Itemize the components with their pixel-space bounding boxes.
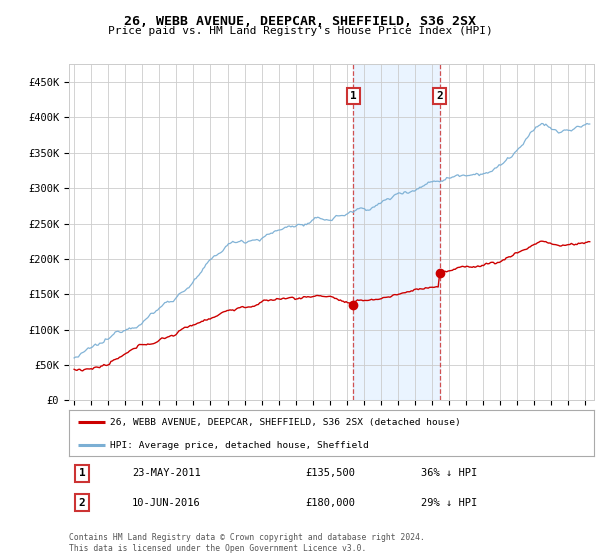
Text: 29% ↓ HPI: 29% ↓ HPI xyxy=(421,498,477,507)
Text: 2: 2 xyxy=(436,91,443,101)
Text: 36% ↓ HPI: 36% ↓ HPI xyxy=(421,468,477,478)
Bar xyxy=(353,64,440,400)
Text: Contains HM Land Registry data © Crown copyright and database right 2024.
This d: Contains HM Land Registry data © Crown c… xyxy=(69,533,425,553)
Text: 1: 1 xyxy=(79,468,86,478)
Text: 2: 2 xyxy=(79,498,86,507)
Text: 26, WEBB AVENUE, DEEPCAR, SHEFFIELD, S36 2SX: 26, WEBB AVENUE, DEEPCAR, SHEFFIELD, S36… xyxy=(124,15,476,28)
Text: Price paid vs. HM Land Registry's House Price Index (HPI): Price paid vs. HM Land Registry's House … xyxy=(107,26,493,36)
Text: 1: 1 xyxy=(350,91,357,101)
Text: 23-MAY-2011: 23-MAY-2011 xyxy=(132,468,201,478)
Text: 26, WEBB AVENUE, DEEPCAR, SHEFFIELD, S36 2SX (detached house): 26, WEBB AVENUE, DEEPCAR, SHEFFIELD, S36… xyxy=(110,418,461,427)
Text: £135,500: £135,500 xyxy=(305,468,355,478)
Text: £180,000: £180,000 xyxy=(305,498,355,507)
Text: 10-JUN-2016: 10-JUN-2016 xyxy=(132,498,201,507)
Text: HPI: Average price, detached house, Sheffield: HPI: Average price, detached house, Shef… xyxy=(110,441,368,450)
